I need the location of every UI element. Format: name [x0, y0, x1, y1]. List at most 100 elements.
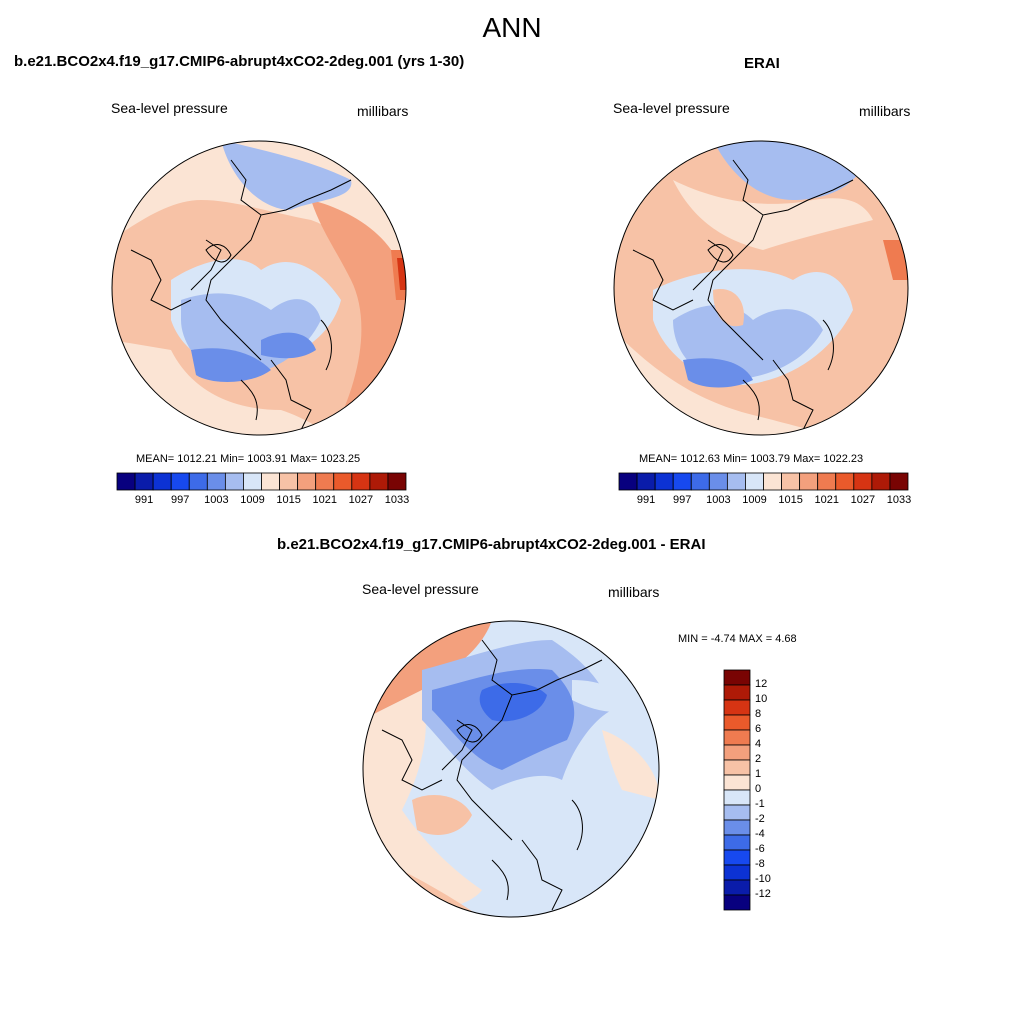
- colorbar-tick-label: 1: [755, 768, 762, 780]
- colorbar-swatch: [723, 744, 751, 761]
- colorbar-swatch: [723, 684, 751, 701]
- colorbar-swatch: [817, 472, 837, 491]
- colorbar-swatch: [708, 472, 728, 491]
- colorbar-swatch: [723, 729, 751, 746]
- colorbar-swatch: [799, 472, 819, 491]
- colorbar-tick-label: 1015: [778, 494, 803, 506]
- colorbar-tick-label: 6: [755, 723, 762, 735]
- colorbar-swatch: [297, 472, 317, 491]
- model-panel-title: b.e21.BCO2x4.f19_g17.CMIP6-abrupt4xCO2-2…: [14, 53, 465, 70]
- model-colorbar-labels: 991 997 1003 1009 1015 1021 1027 1033: [117, 494, 409, 508]
- model-colorbar: [116, 472, 407, 491]
- colorbar-swatch: [387, 472, 407, 491]
- colorbar-swatch: [618, 472, 638, 491]
- colorbar-swatch: [636, 472, 656, 491]
- colorbar-swatch: [672, 472, 692, 491]
- colorbar-swatch: [333, 472, 353, 491]
- colorbar-tick-label: 991: [134, 494, 154, 506]
- colorbar-tick-label: 997: [673, 494, 692, 506]
- colorbar-swatch: [723, 759, 751, 776]
- colorbar-swatch: [188, 472, 208, 491]
- colorbar-tick-label: 4: [755, 738, 762, 750]
- colorbar-tick-label: -1: [755, 798, 765, 810]
- colorbar-tick-label: 997: [171, 494, 190, 506]
- colorbar-tick-label: -4: [755, 828, 765, 840]
- diff-polar-map: [362, 620, 660, 918]
- colorbar-tick-label: 1009: [240, 494, 265, 506]
- main-title: ANN: [482, 12, 542, 43]
- colorbar-swatch: [723, 819, 751, 836]
- colorbar-tick-label: 2: [755, 753, 762, 765]
- model-variable-label: Sea-level pressure: [111, 100, 228, 116]
- colorbar-swatch: [745, 472, 764, 491]
- model-polar-map: [111, 140, 407, 436]
- colorbar-swatch: [723, 699, 751, 716]
- colorbar-tick-label: 1003: [706, 494, 731, 506]
- diff-panel-title: b.e21.BCO2x4.f19_g17.CMIP6-abrupt4xCO2-2…: [277, 536, 706, 553]
- colorbar-swatch: [654, 472, 674, 491]
- obs-variable-label: Sea-level pressure: [613, 100, 730, 116]
- colorbar-swatch: [170, 472, 190, 491]
- colorbar-tick-label: 1027: [348, 494, 374, 506]
- colorbar-swatch: [116, 472, 136, 491]
- colorbar-swatch: [134, 472, 154, 491]
- colorbar-tick-label: -6: [755, 843, 765, 855]
- colorbar-tick-label: -2: [755, 813, 765, 825]
- model-units-label: millibars: [357, 103, 409, 119]
- colorbar-swatch: [723, 714, 751, 731]
- colorbar-swatch: [723, 774, 751, 791]
- colorbar-swatch: [224, 472, 244, 491]
- obs-units-label: millibars: [859, 103, 911, 119]
- colorbar-tick-label: 0: [755, 783, 762, 795]
- obs-polar-map: [613, 140, 909, 436]
- diff-colorbar-labels: 12 10 8 6 4 2 1 0 -1 -2 -4 -6 -8 -10 -12: [755, 670, 795, 910]
- colorbar-swatch: [206, 472, 226, 491]
- colorbar-swatch: [763, 472, 782, 491]
- colorbar-tick-label: 8: [755, 708, 762, 720]
- colorbar-swatch: [889, 472, 909, 491]
- colorbar-tick-label: -10: [755, 873, 771, 885]
- colorbar-swatch: [723, 669, 751, 686]
- colorbar-swatch: [723, 834, 751, 851]
- diff-colorbar: [723, 669, 751, 911]
- colorbar-swatch: [723, 849, 751, 866]
- colorbar-tick-label: 1003: [204, 494, 229, 506]
- obs-stats: MEAN= 1012.63 Min= 1003.79 Max= 1022.23: [639, 453, 864, 465]
- colorbar-swatch: [369, 472, 389, 491]
- obs-colorbar: [618, 472, 909, 491]
- colorbar-swatch: [871, 472, 891, 491]
- colorbar-swatch: [152, 472, 172, 491]
- colorbar-tick-label: 1027: [850, 494, 876, 506]
- obs-colorbar-labels: 991 997 1003 1009 1015 1021 1027 1033: [619, 494, 911, 508]
- colorbar-swatch: [243, 472, 262, 491]
- colorbar-swatch: [315, 472, 335, 491]
- colorbar-tick-label: 1015: [276, 494, 301, 506]
- colorbar-tick-label: 10: [755, 693, 768, 705]
- colorbar-swatch: [723, 879, 751, 896]
- colorbar-tick-label: 991: [636, 494, 656, 506]
- colorbar-tick-label: 1021: [814, 494, 839, 506]
- obs-panel-title: ERAI: [744, 55, 780, 72]
- colorbar-swatch: [781, 472, 801, 491]
- model-stats: MEAN= 1012.21 Min= 1003.91 Max= 1023.25: [136, 453, 361, 465]
- colorbar-swatch: [723, 864, 751, 881]
- colorbar-tick-label: 1009: [742, 494, 767, 506]
- colorbar-swatch: [690, 472, 710, 491]
- colorbar-swatch: [726, 472, 746, 491]
- diff-stats: MIN = -4.74 MAX = 4.68: [678, 633, 797, 645]
- colorbar-tick-label: 1021: [312, 494, 337, 506]
- colorbar-swatch: [835, 472, 855, 491]
- colorbar-tick-label: 1033: [886, 494, 912, 506]
- colorbar-tick-label: 1033: [384, 494, 410, 506]
- colorbar-swatch: [351, 472, 371, 491]
- colorbar-swatch: [853, 472, 873, 491]
- colorbar-tick-label: -12: [755, 888, 771, 900]
- colorbar-tick-label: 12: [755, 678, 768, 690]
- colorbar-swatch: [279, 472, 299, 491]
- colorbar-swatch: [723, 894, 751, 911]
- colorbar-swatch: [723, 804, 751, 821]
- colorbar-swatch: [723, 789, 751, 806]
- colorbar-tick-label: -8: [755, 858, 765, 870]
- diff-variable-label: Sea-level pressure: [362, 581, 479, 597]
- colorbar-swatch: [261, 472, 280, 491]
